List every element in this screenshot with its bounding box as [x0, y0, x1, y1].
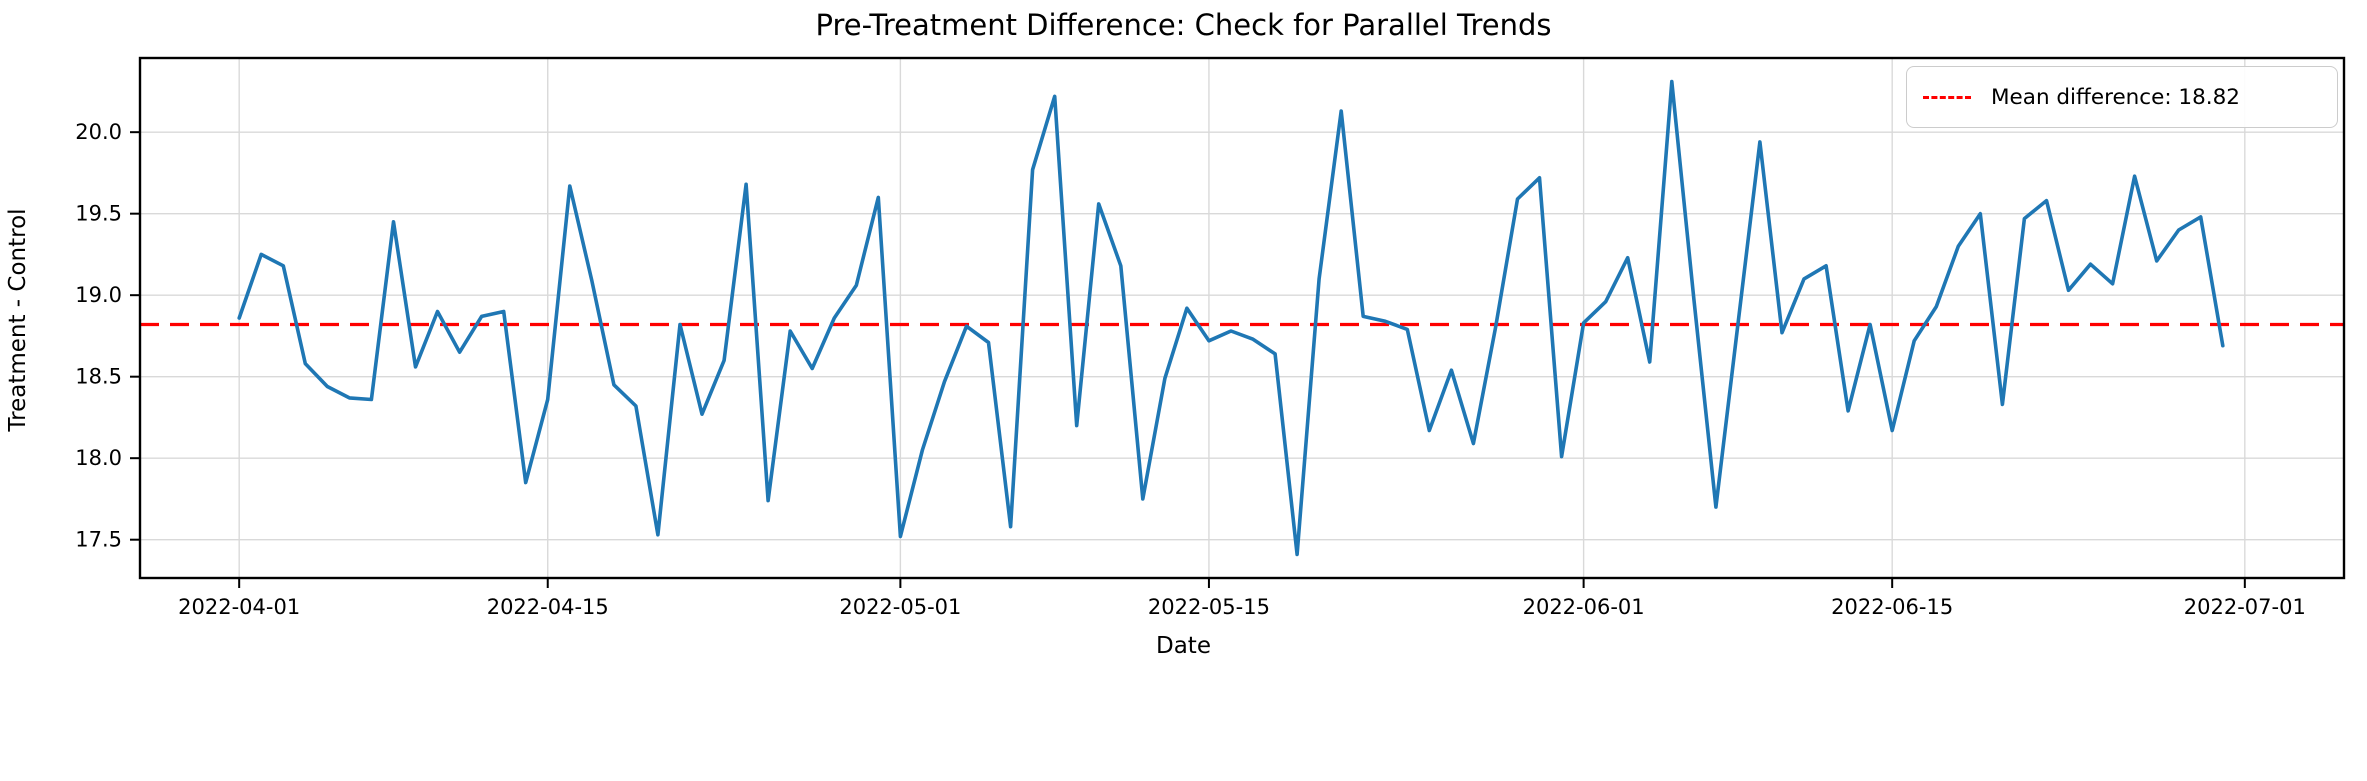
difference-polyline — [237, 79, 2225, 557]
y-axis-label: Treatment - Control — [5, 208, 31, 432]
x-tick-label: 2022-04-01 — [178, 595, 300, 619]
x-tick-label: 2022-05-01 — [839, 595, 961, 619]
y-tick-label: 19.5 — [75, 202, 122, 226]
legend-dashed-line-swatch — [1923, 95, 1971, 99]
x-tick-label: 2022-06-15 — [1831, 595, 1953, 619]
y-tick-label: 19.0 — [75, 283, 122, 307]
x-tick-label: 2022-04-15 — [487, 595, 609, 619]
x-tick-label: 2022-06-01 — [1523, 595, 1645, 619]
axes-frame — [138, 56, 2346, 580]
difference-line-series — [237, 79, 2225, 557]
y-tick-label: 20.0 — [75, 120, 122, 144]
x-tick-label: 2022-07-01 — [2184, 595, 2306, 619]
legend-label: Mean difference: 18.82 — [1991, 84, 2240, 110]
y-tick-label: 18.0 — [75, 446, 122, 470]
grid-lines — [140, 58, 2344, 578]
x-axis-label: Date — [1156, 633, 1211, 659]
axis-ticks: 2022-04-01 2022-04-15 2022-05-01 2022-05-15… — [75, 120, 2306, 619]
legend: Mean difference: 18.82 — [1906, 66, 2338, 128]
y-tick-label: 17.5 — [75, 528, 122, 552]
axes-spines — [138, 56, 2346, 580]
x-tick-label: 2022-05-15 — [1148, 595, 1270, 619]
y-tick-label: 18.5 — [75, 365, 122, 389]
